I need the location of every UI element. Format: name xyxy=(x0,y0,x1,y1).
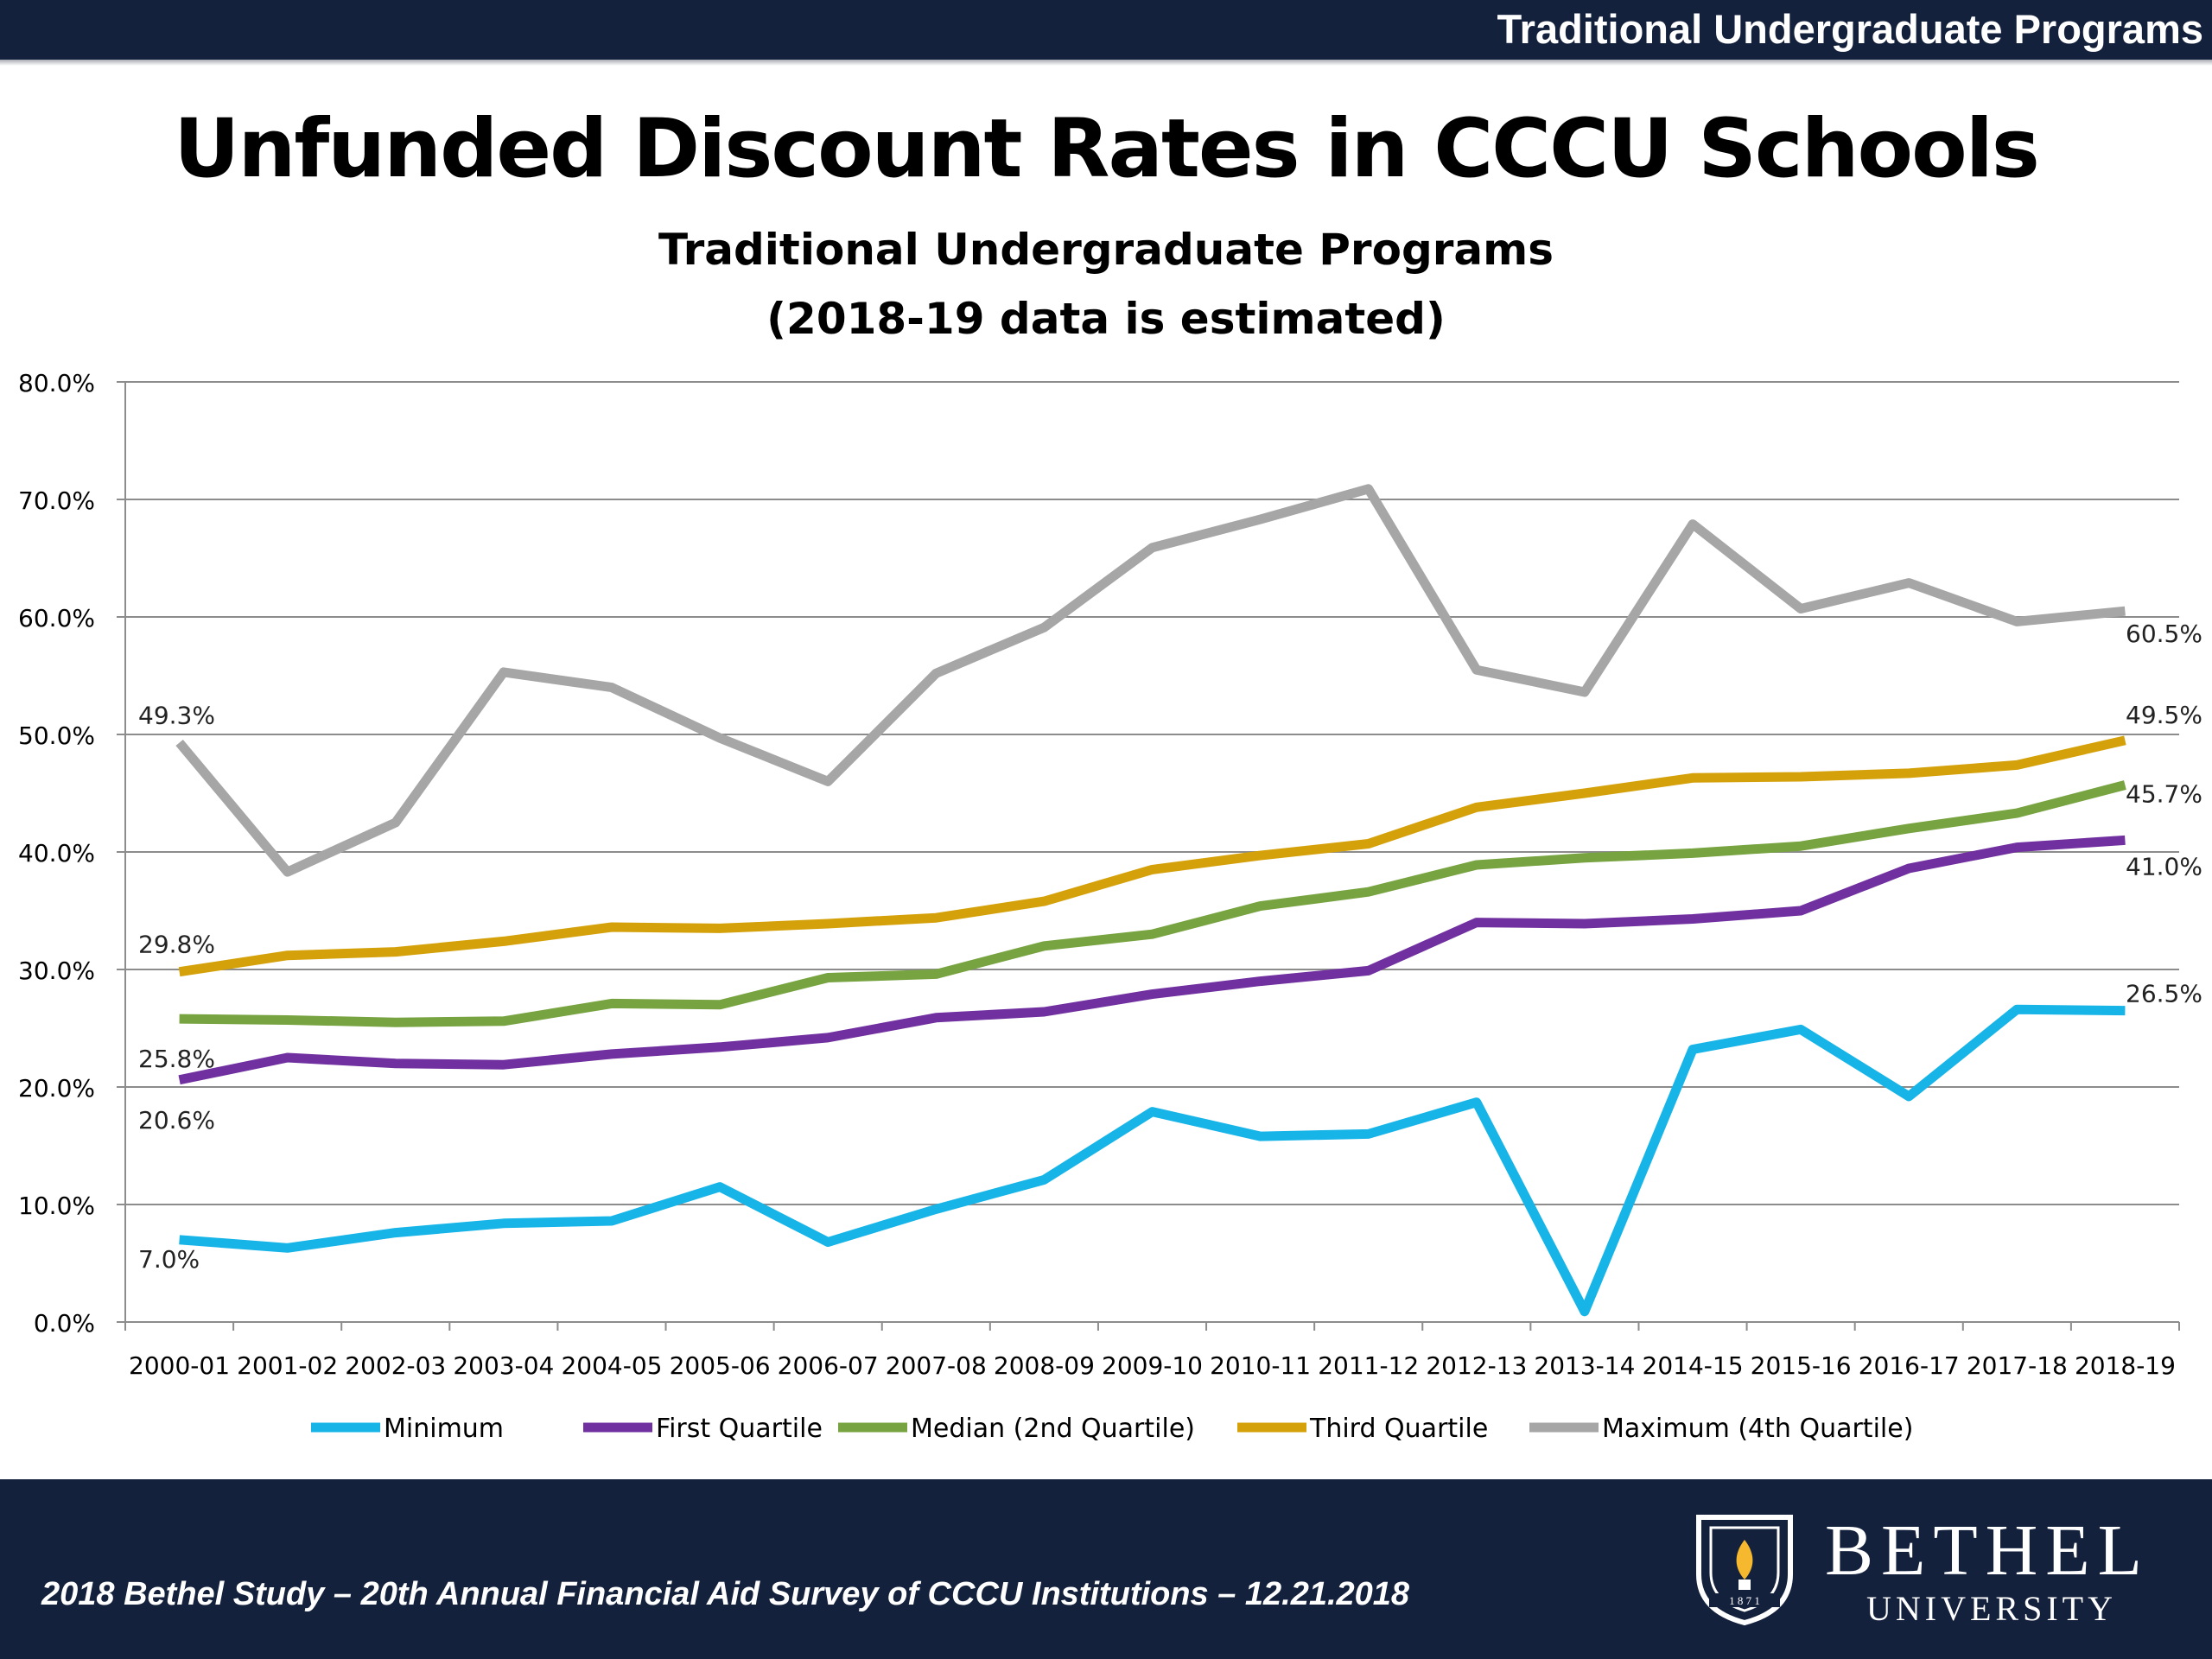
legend-label: Median (2nd Quartile) xyxy=(911,1414,1195,1444)
y-tick-label: 0.0% xyxy=(34,1309,95,1338)
banner-title: Traditional Undergraduate Programs xyxy=(1497,6,2203,52)
subtitle-line-1: Traditional Undergraduate Programs xyxy=(658,225,1554,275)
series-line-1 xyxy=(178,835,2126,1085)
top-banner-shadow xyxy=(0,60,2212,66)
data-label-first: 7.0% xyxy=(138,1245,200,1274)
logo-year: 1 8 7 1 xyxy=(1729,1594,1760,1607)
logo-wordmark: BETHEL xyxy=(1825,1510,2150,1591)
footer-citation: 2018 Bethel Study – 20th Annual Financia… xyxy=(41,1576,1410,1612)
series-line-2 xyxy=(179,780,2126,1027)
subtitle-line-2: (2018-19 data is estimated) xyxy=(766,294,1446,344)
x-tick-label: 2014-15 xyxy=(1643,1351,1744,1380)
footer-bar xyxy=(0,1479,2212,1659)
y-tick-label: 30.0% xyxy=(18,957,95,985)
data-label-last: 60.5% xyxy=(2126,620,2202,648)
y-tick-label: 80.0% xyxy=(18,369,95,397)
x-tick-label: 2011-12 xyxy=(1318,1351,1419,1380)
x-tick-label: 2007-08 xyxy=(886,1351,987,1380)
x-tick-label: 2015-16 xyxy=(1751,1351,1852,1380)
x-tick-label: 2009-10 xyxy=(1102,1351,1203,1380)
chart-title: Unfunded Discount Rates in CCCU Schools xyxy=(174,102,2040,196)
logo-subtitle: UNIVERSITY xyxy=(1866,1589,2117,1628)
x-tick-label: 2006-07 xyxy=(778,1351,879,1380)
legend-label: Third Quartile xyxy=(1309,1414,1488,1444)
x-tick-label: 2008-09 xyxy=(994,1351,1095,1380)
top-banner xyxy=(0,0,2212,60)
series-line-0 xyxy=(179,1004,2126,1317)
legend-label: First Quartile xyxy=(656,1414,823,1444)
x-tick-label: 2016-17 xyxy=(1859,1351,1960,1380)
x-tick-label: 2000-01 xyxy=(129,1351,230,1380)
series-line-4 xyxy=(175,484,2126,877)
x-tick-label: 2018-19 xyxy=(2075,1351,2176,1380)
data-label-last: 45.7% xyxy=(2126,779,2202,808)
x-tick-label: 2012-13 xyxy=(1426,1351,1527,1380)
data-label-last: 26.5% xyxy=(2126,980,2202,1008)
x-tick-label: 2001-02 xyxy=(237,1351,338,1380)
x-tick-label: 2003-04 xyxy=(453,1351,554,1380)
data-label-first: 29.8% xyxy=(138,931,215,959)
x-tick-label: 2010-11 xyxy=(1210,1351,1311,1380)
legend-label: Maximum (4th Quartile) xyxy=(1602,1414,1913,1444)
data-label-last: 49.5% xyxy=(2126,701,2202,729)
y-tick-label: 70.0% xyxy=(18,486,95,515)
y-tick-label: 20.0% xyxy=(18,1074,95,1103)
x-tick-label: 2013-14 xyxy=(1534,1351,1635,1380)
series-line-3 xyxy=(178,735,2126,977)
chart-subtitle: Traditional Undergraduate Programs (2018… xyxy=(0,215,2212,353)
x-tick-label: 2005-06 xyxy=(670,1351,771,1380)
data-label-last: 41.0% xyxy=(2126,852,2202,880)
y-tick-label: 50.0% xyxy=(18,721,95,750)
x-tick-label: 2002-03 xyxy=(345,1351,446,1380)
x-tick-label: 2017-18 xyxy=(1967,1351,2068,1380)
y-tick-label: 60.0% xyxy=(18,604,95,632)
x-tick-label: 2004-05 xyxy=(561,1351,662,1380)
data-label-first: 20.6% xyxy=(138,1106,215,1135)
y-tick-label: 40.0% xyxy=(18,839,95,868)
legend-label: Minimum xyxy=(384,1414,504,1444)
data-label-first: 49.3% xyxy=(138,702,215,730)
data-label-first: 25.8% xyxy=(138,1045,215,1073)
flame-shield-icon: 1 8 7 1 xyxy=(1696,1515,1793,1626)
y-tick-label: 10.0% xyxy=(18,1192,95,1220)
